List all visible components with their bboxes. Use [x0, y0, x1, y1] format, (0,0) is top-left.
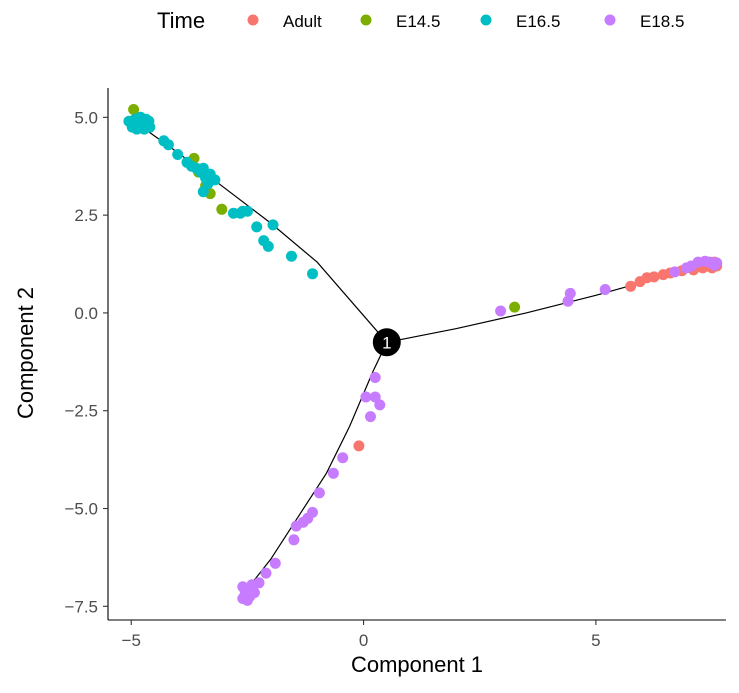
legend-key-e16-5: [480, 14, 492, 26]
point-e16-5: [307, 268, 318, 280]
point-adult: [353, 440, 365, 452]
legend-label-adult: Adult: [283, 12, 322, 31]
point-e18-5: [711, 257, 723, 269]
plot-area: 1: [107, 88, 726, 621]
data-points: [123, 104, 723, 606]
legend-label-e14-5: E14.5: [396, 12, 440, 31]
point-e16-5: [144, 121, 156, 133]
point-e18-5: [248, 587, 260, 599]
point-e18-5: [237, 581, 249, 593]
branch-point-marker: 1: [372, 328, 401, 357]
y-tick-label: −2.5: [64, 402, 98, 421]
legend-title: Time: [157, 8, 205, 33]
trajectory-lines: [130, 118, 713, 595]
point-e18-5: [260, 567, 272, 579]
point-e18-5: [313, 487, 325, 499]
point-e16-5: [209, 174, 221, 186]
trajectory-branch-3: [242, 342, 388, 595]
point-e18-5: [669, 266, 681, 278]
point-e18-5: [365, 411, 376, 423]
point-e14-5: [509, 301, 521, 313]
point-e18-5: [495, 305, 507, 317]
y-axis-ticks: −7.5 −5.0 −2.5 0.0 2.5 5.0: [64, 108, 108, 616]
point-e16-5: [251, 221, 263, 233]
point-adult: [625, 280, 637, 292]
x-tick-label: 0: [359, 631, 368, 650]
point-e16-5: [241, 205, 253, 217]
y-tick-label: 0.0: [74, 304, 98, 323]
point-e18-5: [374, 399, 386, 411]
branch-point-label: 1: [382, 333, 391, 352]
point-e18-5: [290, 520, 302, 532]
legend-key-e14-5: [360, 14, 372, 26]
point-e18-5: [599, 284, 611, 295]
y-tick-label: −5.0: [64, 500, 98, 519]
legend-label-e18-5: E18.5: [640, 12, 684, 31]
x-tick-label: −5: [122, 631, 141, 650]
point-e14-5: [216, 203, 228, 215]
y-axis-title: Component 2: [13, 287, 38, 419]
x-axis-title: Component 1: [351, 652, 483, 677]
point-e18-5: [360, 391, 372, 403]
legend-key-adult: [247, 14, 259, 26]
legend-label-e16-5: E16.5: [516, 12, 560, 31]
point-e16-5: [162, 139, 174, 151]
point-e18-5: [269, 557, 281, 569]
point-e16-5: [267, 219, 279, 231]
x-axis-ticks: −5 0 5: [122, 620, 601, 650]
point-e18-5: [369, 372, 381, 383]
point-e18-5: [237, 593, 249, 604]
x-tick-label: 5: [591, 631, 600, 650]
point-adult: [648, 271, 660, 283]
legend-key-e18-5: [604, 14, 616, 26]
point-e16-5: [262, 240, 274, 252]
y-tick-label: −7.5: [64, 597, 98, 616]
point-e18-5: [564, 287, 576, 299]
point-e16-5: [197, 186, 209, 198]
branch-point-circle: [372, 328, 401, 357]
point-e18-5: [337, 452, 349, 464]
y-tick-label: 5.0: [74, 108, 98, 127]
point-e16-5: [172, 149, 184, 160]
point-e18-5: [327, 467, 339, 479]
point-e14-5: [128, 104, 140, 115]
y-tick-label: 2.5: [74, 206, 98, 225]
point-e16-5: [286, 250, 297, 262]
legend: Time Adult E14.5 E16.5 E18.5: [157, 8, 684, 33]
point-e18-5: [288, 534, 300, 546]
